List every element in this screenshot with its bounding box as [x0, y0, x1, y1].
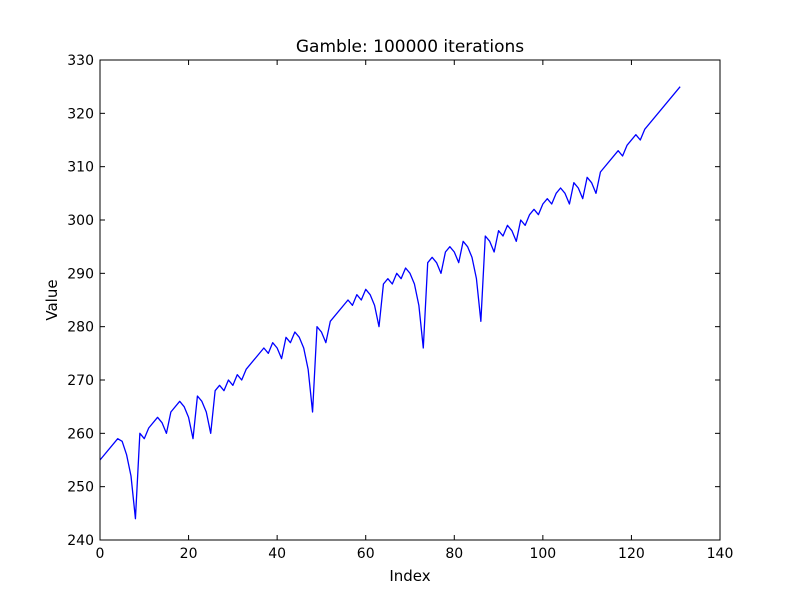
y-tick-label: 250 [67, 480, 94, 496]
series-line [99, 86, 681, 520]
x-tick-label: 100 [529, 546, 556, 562]
y-tick-label: 280 [67, 320, 94, 336]
y-axis-label: Value [43, 279, 61, 320]
x-tick-label: 0 [96, 546, 105, 562]
x-tick-label: 20 [180, 546, 198, 562]
x-tick-label: 80 [445, 546, 463, 562]
x-axis-label: Index [389, 567, 430, 585]
y-tick-label: 240 [67, 533, 94, 549]
y-tick-label: 290 [67, 266, 94, 282]
y-tick-label: 330 [67, 53, 94, 69]
chart-title: Gamble: 100000 iterations [296, 37, 524, 57]
plot-frame [99, 59, 721, 541]
x-tick-label: 140 [707, 546, 734, 562]
y-tick-label: 260 [67, 426, 94, 442]
y-tick-label: 320 [67, 106, 94, 122]
y-tick-label: 300 [67, 213, 94, 229]
y-tick-label: 310 [67, 160, 94, 176]
x-tick-label: 120 [618, 546, 645, 562]
y-tick-label: 270 [67, 373, 94, 389]
x-tick-label: 40 [268, 546, 286, 562]
x-tick-label: 60 [357, 546, 375, 562]
